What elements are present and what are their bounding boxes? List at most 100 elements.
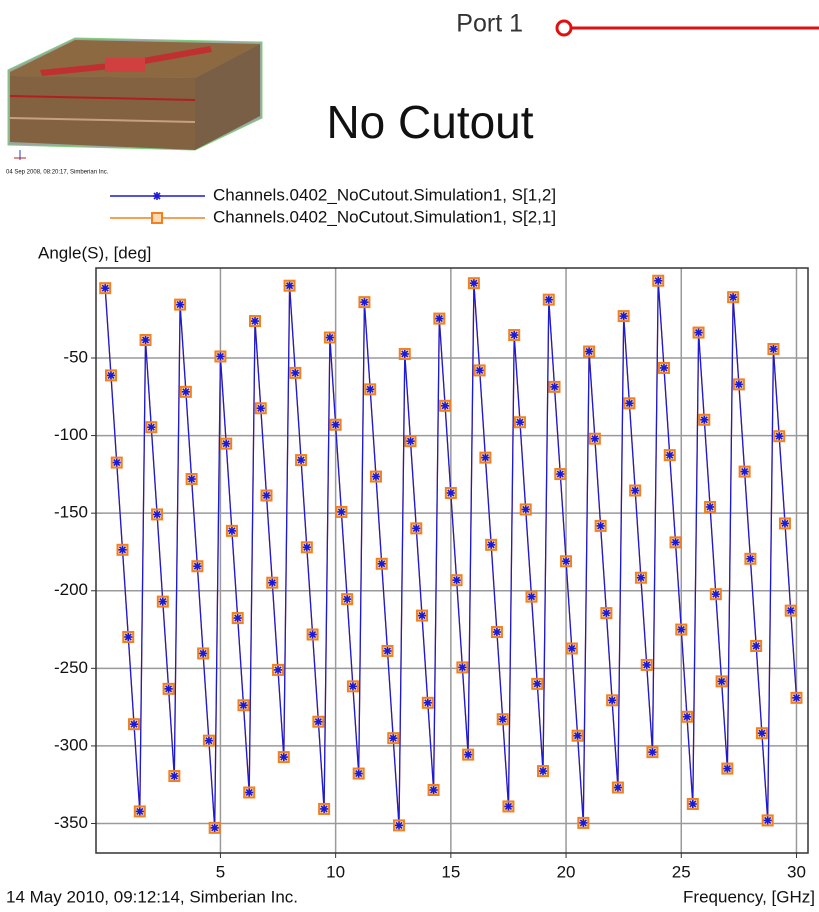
data-marker bbox=[118, 546, 126, 554]
data-marker bbox=[712, 590, 720, 598]
data-marker bbox=[660, 364, 668, 372]
data-marker bbox=[165, 685, 173, 693]
data-marker bbox=[297, 456, 305, 464]
data-marker bbox=[562, 557, 570, 565]
data-marker bbox=[516, 418, 524, 426]
data-marker bbox=[280, 753, 288, 761]
data-marker bbox=[193, 562, 201, 570]
page: {"chart_data": {"type": "line", "title":… bbox=[0, 0, 819, 912]
thumbnail bbox=[8, 38, 262, 160]
y-tick-label: -200 bbox=[54, 580, 88, 599]
data-marker bbox=[199, 649, 207, 657]
data-marker bbox=[741, 468, 749, 476]
data-marker bbox=[366, 385, 374, 393]
data-marker bbox=[643, 661, 651, 669]
data-marker bbox=[781, 519, 789, 527]
data-marker bbox=[257, 404, 265, 412]
data-marker bbox=[389, 734, 397, 742]
data-marker bbox=[211, 824, 219, 832]
data-marker bbox=[585, 347, 593, 355]
data-marker bbox=[268, 579, 276, 587]
data-marker bbox=[222, 440, 230, 448]
data-marker bbox=[303, 543, 311, 551]
data-marker bbox=[107, 371, 115, 379]
data-marker bbox=[504, 802, 512, 810]
data-marker bbox=[309, 631, 317, 639]
data-marker bbox=[453, 576, 461, 584]
data-marker bbox=[349, 682, 357, 690]
data-marker bbox=[695, 329, 703, 337]
data-marker bbox=[487, 541, 495, 549]
data-marker bbox=[723, 765, 731, 773]
data-marker bbox=[320, 805, 328, 813]
y-axis-label: Angle(S), [deg] bbox=[38, 243, 151, 262]
y-tick-label: -300 bbox=[54, 735, 88, 754]
x-tick-label: 10 bbox=[326, 862, 345, 881]
data-marker bbox=[170, 772, 178, 780]
data-marker bbox=[764, 816, 772, 824]
data-marker bbox=[136, 807, 144, 815]
data-marker bbox=[545, 296, 553, 304]
data-marker bbox=[430, 786, 438, 794]
data-marker bbox=[378, 560, 386, 568]
data-marker bbox=[551, 383, 559, 391]
data-marker bbox=[792, 694, 800, 702]
data-marker bbox=[458, 663, 466, 671]
y-tick-label: -150 bbox=[54, 503, 88, 522]
data-marker bbox=[476, 366, 484, 374]
x-tick-label: 25 bbox=[672, 862, 691, 881]
data-marker bbox=[539, 767, 547, 775]
data-marker bbox=[481, 454, 489, 462]
data-marker bbox=[648, 748, 656, 756]
data-marker bbox=[314, 718, 322, 726]
data-marker bbox=[689, 800, 697, 808]
data-marker bbox=[620, 312, 628, 320]
data-marker bbox=[101, 284, 109, 292]
data-marker bbox=[608, 696, 616, 704]
data-marker bbox=[412, 524, 420, 532]
data-marker bbox=[337, 508, 345, 516]
y-tick-label: -50 bbox=[63, 347, 88, 366]
data-marker bbox=[522, 505, 530, 513]
data-marker bbox=[499, 715, 507, 723]
data-marker bbox=[672, 538, 680, 546]
data-marker bbox=[182, 388, 190, 396]
data-marker bbox=[579, 819, 587, 827]
data-marker bbox=[435, 315, 443, 323]
x-axis-label: Frequency, [GHz] bbox=[683, 887, 815, 906]
chart: 04 Sep 2008, 08:20:17, Simberian Inc. Po… bbox=[0, 0, 819, 912]
x-tick-label: 15 bbox=[441, 862, 460, 881]
x-tick-label: 5 bbox=[216, 862, 225, 881]
data-marker bbox=[188, 475, 196, 483]
data-marker bbox=[614, 784, 622, 792]
data-marker bbox=[383, 647, 391, 655]
data-marker bbox=[464, 751, 472, 759]
data-marker bbox=[683, 713, 691, 721]
data-marker bbox=[493, 628, 501, 636]
y-tick-label: -100 bbox=[54, 425, 88, 444]
data-marker bbox=[176, 301, 184, 309]
data-marker bbox=[239, 701, 247, 709]
port-label: Port 1 bbox=[456, 10, 523, 38]
data-marker bbox=[556, 470, 564, 478]
x-tick-label: 30 bbox=[787, 862, 806, 881]
y-tick-label: -250 bbox=[54, 658, 88, 677]
data-marker bbox=[147, 423, 155, 431]
data-marker bbox=[568, 644, 576, 652]
data-marker bbox=[153, 510, 161, 518]
data-marker bbox=[700, 416, 708, 424]
data-marker bbox=[228, 527, 236, 535]
data-marker bbox=[286, 282, 294, 290]
data-marker bbox=[574, 732, 582, 740]
data-marker bbox=[631, 487, 639, 495]
data-marker bbox=[245, 788, 253, 796]
data-marker bbox=[769, 345, 777, 353]
data-marker bbox=[251, 317, 259, 325]
data-marker bbox=[418, 612, 426, 620]
legend-label: Channels.0402_NoCutout.Simulation1, S[1,… bbox=[213, 185, 556, 204]
data-marker bbox=[234, 614, 242, 622]
y-tick-label: -350 bbox=[54, 813, 88, 832]
data-marker bbox=[447, 489, 455, 497]
data-marker bbox=[355, 770, 363, 778]
data-marker bbox=[591, 435, 599, 443]
